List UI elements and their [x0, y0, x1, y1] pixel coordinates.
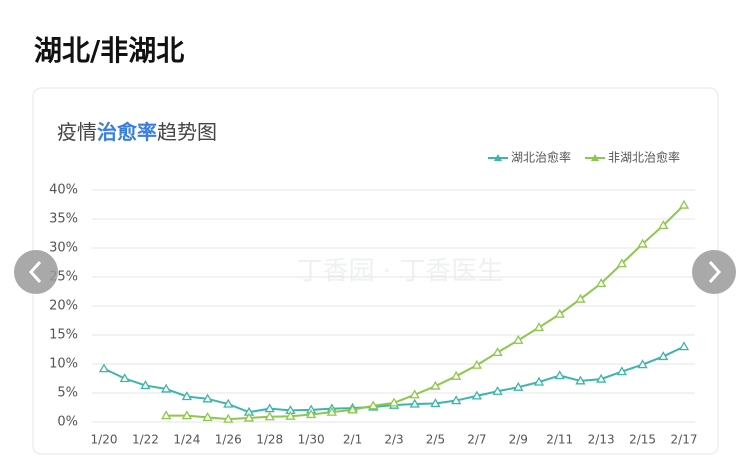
point-marker [202, 412, 213, 422]
point-marker [492, 385, 503, 395]
point-marker [98, 363, 110, 373]
point-marker [513, 334, 524, 344]
point-marker [368, 400, 379, 410]
point-marker [430, 380, 441, 390]
point-marker [575, 375, 586, 385]
y-tick-label: 20% [49, 299, 78, 314]
point-marker [243, 412, 255, 422]
y-tick-label: 10% [49, 357, 78, 372]
point-marker [264, 411, 275, 421]
y-tick-label: 35% [49, 212, 78, 227]
point-marker [326, 406, 337, 416]
point-marker [471, 359, 482, 369]
point-marker [616, 258, 627, 268]
chart-title: 疫情治愈率趋势图 [57, 120, 217, 144]
x-tick-label: 2/17 [671, 433, 698, 447]
point-marker [347, 404, 358, 414]
point-marker [306, 409, 317, 419]
x-tick-label: 2/1 [343, 433, 362, 447]
point-marker [658, 220, 669, 230]
x-tick-label: 2/3 [384, 433, 403, 447]
point-marker [616, 366, 627, 376]
point-marker [430, 398, 441, 408]
x-tick-label: 1/26 [215, 433, 242, 447]
legend-marker [494, 154, 502, 161]
point-marker [451, 395, 462, 405]
plot: 0%5%10%15%20%25%30%35%40%1/20 1/22 1/24 1/2… [49, 150, 697, 447]
x-tick-label: 1/28 [256, 433, 283, 447]
point-marker [223, 398, 234, 408]
point-marker [161, 410, 172, 420]
x-tick-label: 2/5 [426, 433, 445, 447]
x-tick-label: 2/7 [467, 433, 486, 447]
x-tick-label: 2/13 [588, 433, 615, 447]
point-marker [409, 398, 420, 408]
point-marker [596, 373, 607, 383]
legend-label: 非湖北治愈率 [608, 150, 680, 165]
x-tick-label: 2/9 [509, 433, 528, 447]
point-marker [409, 389, 420, 399]
legend-marker [591, 154, 599, 161]
title-part: 趋势图 [157, 120, 217, 144]
next-button[interactable] [692, 250, 736, 294]
point-marker [451, 370, 462, 380]
point-marker [658, 351, 669, 361]
point-marker [492, 347, 503, 357]
legend-label: 湖北治愈率 [511, 150, 571, 165]
point-marker [181, 410, 192, 420]
point-marker [161, 383, 172, 393]
point-marker [513, 381, 524, 391]
x-tick-label: 1/30 [298, 433, 325, 447]
point-marker [471, 390, 482, 400]
y-tick-label: 15% [49, 328, 78, 343]
point-marker [596, 278, 607, 288]
point-marker [140, 380, 151, 390]
watermark: 丁香园 · 丁香医生 [297, 257, 504, 287]
point-marker [119, 373, 130, 383]
point-marker [223, 413, 234, 423]
point-marker [533, 322, 545, 332]
section-title: 湖北/非湖北 [34, 34, 184, 67]
point-marker [678, 341, 690, 351]
x-tick-label: 1/22 [132, 433, 159, 447]
title-highlight: 治愈率 [97, 120, 157, 144]
x-tick-label: 2/11 [546, 433, 573, 447]
point-marker [637, 359, 648, 369]
prev-button[interactable] [14, 250, 58, 294]
y-tick-label: 30% [49, 241, 78, 256]
title-part: 疫情 [57, 120, 97, 144]
point-marker [181, 391, 192, 401]
y-tick-label: 0% [57, 415, 78, 430]
point-marker [202, 393, 213, 403]
point-marker [285, 410, 296, 420]
y-tick-label: 5% [57, 386, 78, 401]
x-tick-label: 2/15 [629, 433, 656, 447]
point-marker [678, 199, 690, 209]
point-marker [637, 238, 648, 248]
point-marker [554, 308, 565, 318]
point-marker [533, 376, 545, 386]
x-tick-label: 1/24 [173, 433, 200, 447]
y-tick-label: 40% [49, 183, 78, 198]
point-marker [388, 397, 400, 407]
x-tick-label: 1/20 [91, 433, 118, 447]
point-marker [554, 370, 565, 380]
point-marker [575, 293, 586, 303]
